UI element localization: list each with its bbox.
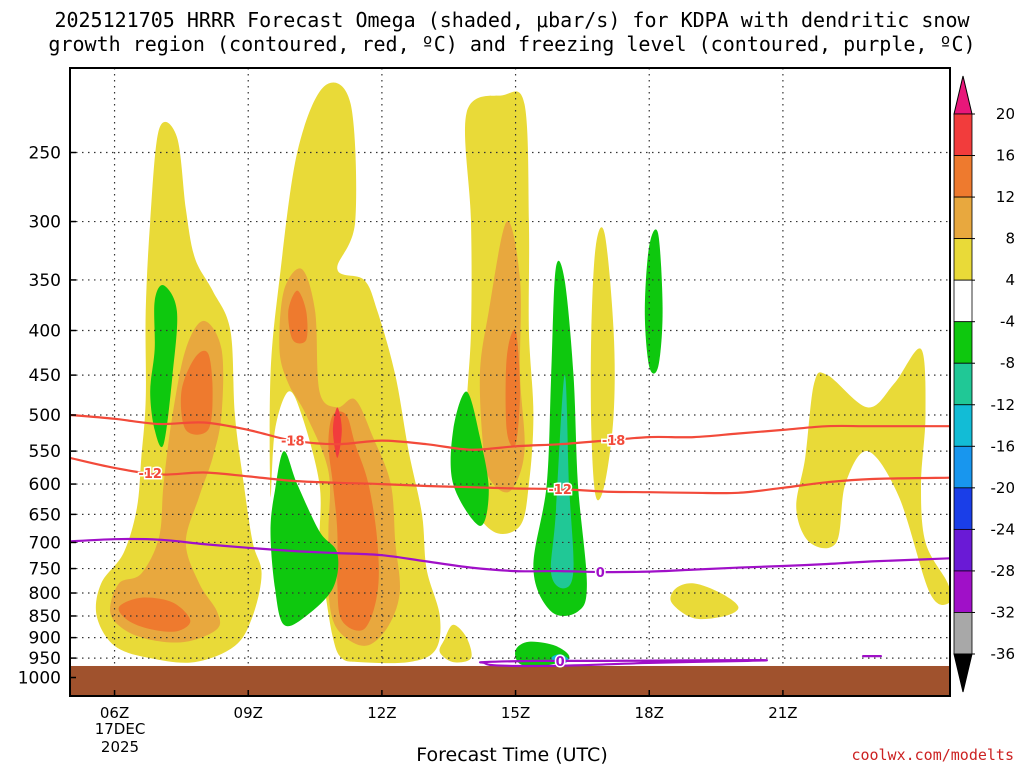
omega-region: [439, 624, 472, 663]
date-label-day: 17DEC: [94, 720, 146, 738]
colorbar-tick-label: -12: [991, 396, 1016, 414]
colorbar-bottom-arrow: [953, 653, 973, 693]
plot-frame: [69, 67, 951, 697]
omega-region: [150, 285, 178, 448]
y-tick-label: 700: [29, 533, 61, 553]
chart-title-line2: growth region (contoured, red, ºC) and f…: [48, 32, 976, 56]
omega-region: [590, 227, 615, 501]
colorbar-tick-label: 20: [996, 105, 1015, 123]
colorbar-swatch: [953, 612, 973, 655]
colorbar-swatch: [953, 404, 973, 447]
colorbar-tick-label: -4: [1000, 313, 1015, 331]
colorbar-tick-label: 8: [1005, 230, 1015, 248]
ground-below-surface: [70, 665, 950, 696]
colorbar-tick-label: -28: [991, 562, 1016, 580]
contour-label: -18: [602, 434, 626, 449]
y-tick-label: 750: [29, 560, 61, 580]
x-tick-label: 06Z: [100, 704, 129, 722]
y-tick-label: 350: [29, 271, 61, 291]
colorbar: 20 16 12 8 4 -4 -8 -12 -16 -20 -24 -28 -32 -36: [953, 75, 1016, 693]
contour-label: -12: [548, 483, 572, 498]
omega-shading: [95, 82, 950, 667]
omega-region: [328, 411, 379, 631]
colorbar-swatch: [953, 196, 973, 240]
y-tick-label: 650: [29, 505, 61, 525]
x-axis-title: Forecast Time (UTC): [416, 744, 608, 766]
y-tick-label: 1000: [18, 669, 61, 689]
omega-region: [180, 350, 213, 435]
colorbar-swatch: [953, 445, 973, 489]
y-tick-label: 400: [29, 322, 61, 342]
colorbar-top-arrow: [953, 75, 973, 115]
colorbar-swatch: [953, 238, 973, 281]
contour-dgz-minus-12: [70, 456, 950, 495]
colorbar-tick-label: -16: [991, 437, 1016, 455]
y-tick-label: 500: [29, 406, 61, 426]
y-tick-label: 250: [29, 144, 61, 164]
colorbar-tick-label: -20: [991, 479, 1016, 497]
x-tick-label: 21Z: [768, 704, 797, 722]
colorbar-tick-label: -8: [1000, 354, 1015, 372]
y-tick-label: 800: [29, 584, 61, 604]
contour-lines: -18 -18 -12 -12 0 0: [70, 413, 950, 671]
colorbar-swatch: [953, 279, 973, 323]
colorbar-swatch: [953, 528, 973, 572]
y-tick-label: 900: [29, 629, 61, 649]
colorbar-tick-label: -24: [991, 520, 1016, 538]
omega-region: [450, 391, 489, 526]
colorbar-swatch: [953, 487, 973, 530]
omega-region: [270, 451, 339, 627]
x-tick-label: 15Z: [501, 704, 530, 722]
colorbar-swatch: [953, 362, 973, 406]
x-tick-label: 12Z: [367, 704, 396, 722]
colorbar-swatch: [953, 155, 973, 198]
y-tick-label: 300: [29, 213, 61, 233]
colorbar-tick-label: 16: [996, 147, 1015, 165]
chart-title-line1: 2025121705 HRRR Forecast Omega (shaded, …: [54, 8, 970, 32]
contour-label: -18: [281, 435, 305, 450]
colorbar-swatch: [953, 113, 973, 156]
x-tick-label: 09Z: [234, 704, 263, 722]
ground-layer: [70, 665, 950, 696]
source-credit: coolwx.com/modelts: [851, 746, 1014, 764]
contour-label: 0: [556, 655, 565, 670]
y-tick-label: 950: [29, 649, 61, 669]
omega-region: [550, 374, 574, 589]
x-axis: 06Z 09Z 12Z 15Z 18Z 21Z: [100, 690, 798, 722]
contour-freezing-level-0-low: [478, 658, 768, 668]
contour-dgz-minus-18: [70, 413, 950, 451]
y-tick-label: 450: [29, 366, 61, 386]
contour-freezing-level-0: [70, 537, 950, 574]
contour-label: 0: [596, 566, 605, 581]
contour-label: -12: [138, 467, 162, 482]
colorbar-tick-label: -32: [991, 603, 1016, 621]
omega-region: [505, 329, 520, 447]
colorbar-swatch: [953, 321, 973, 364]
y-tick-label: 550: [29, 442, 61, 462]
y-tick-label: 850: [29, 607, 61, 627]
colorbar-tick-label: 4: [1005, 271, 1015, 289]
colorbar-tick-label: -36: [991, 645, 1016, 663]
omega-region: [118, 597, 191, 632]
colorbar-tick-label: 12: [996, 188, 1015, 206]
omega-region: [644, 229, 663, 374]
omega-region: [269, 82, 441, 664]
colorbar-swatch: [953, 570, 973, 613]
omega-region: [796, 348, 950, 605]
x-tick-label: 18Z: [635, 704, 664, 722]
omega-region: [670, 583, 739, 620]
date-label-year: 2025: [100, 738, 140, 756]
y-tick-label: 600: [29, 475, 61, 495]
y-axis: 2503003504004505005506006507007508008509…: [18, 144, 76, 689]
